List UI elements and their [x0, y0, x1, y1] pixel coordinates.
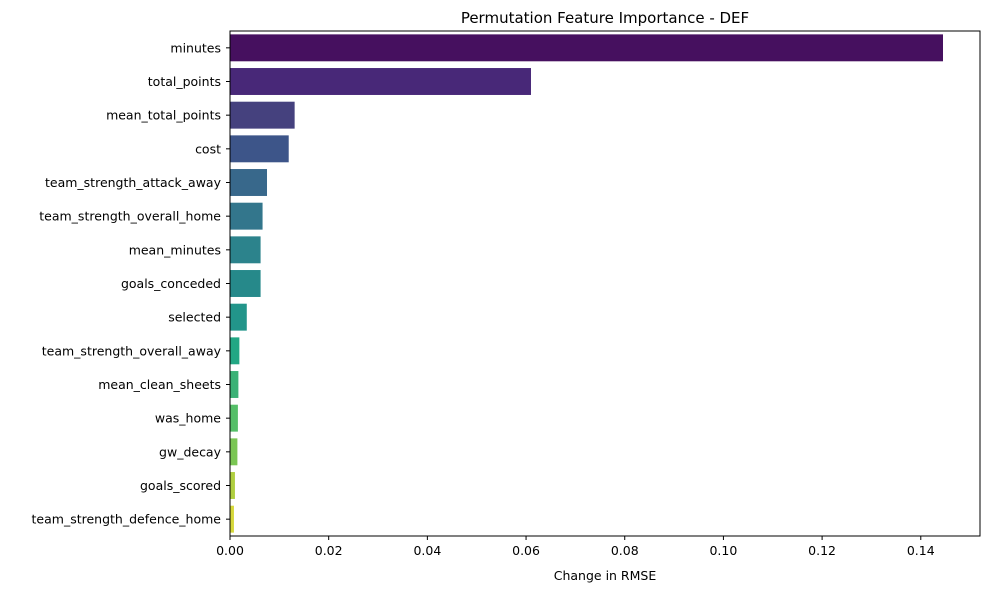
x-tick-label: 0.04 — [413, 543, 441, 558]
y-tick-label: mean_clean_sheets — [98, 377, 221, 392]
y-tick-label: selected — [168, 310, 221, 325]
bar-was-home — [230, 404, 238, 432]
y-tick-label: team_strength_overall_home — [39, 209, 221, 224]
bar-mean-total-points — [230, 101, 295, 129]
x-tick-label: 0.08 — [611, 543, 639, 558]
bar-team-strength-defence-home — [230, 505, 234, 533]
bar-mean-clean-sheets — [230, 371, 239, 398]
y-tick-label: gw_decay — [159, 444, 222, 459]
y-tick-label: mean_minutes — [129, 242, 221, 257]
bar-total-points — [230, 68, 531, 95]
x-tick-label: 0.12 — [808, 543, 836, 558]
x-tick-label: 0.14 — [907, 543, 935, 558]
bar-goals-scored — [230, 472, 235, 499]
plot-frame — [229, 30, 981, 537]
y-tick-label: cost — [195, 141, 221, 156]
y-tick-label: minutes — [170, 40, 221, 55]
bar-cost — [230, 135, 289, 163]
y-tick-label: team_strength_overall_away — [42, 343, 222, 358]
bar-team-strength-overall-away — [230, 337, 240, 365]
bar-team-strength-attack-away — [230, 169, 268, 196]
x-tick-label: 0.02 — [315, 543, 343, 558]
x-tick-label: 0.06 — [512, 543, 540, 558]
y-tick-label: goals_scored — [140, 478, 221, 493]
x-axis-ticks: 0.00 0.02 0.04 0.06 0.08 0.10 0.12 0.14 — [216, 536, 935, 558]
y-axis-ticks: minutes total_points mean_total_pointscost… — [32, 40, 230, 527]
bar-mean-minutes — [230, 236, 261, 264]
y-tick-label: total_points — [148, 74, 221, 89]
bar-selected — [230, 303, 247, 331]
y-tick-label: was_home — [155, 411, 221, 426]
y-tick-label: team_strength_attack_away — [45, 175, 222, 190]
bar-gw-decay — [230, 438, 238, 466]
bar-minutes — [230, 34, 943, 62]
x-axis-label: Change in RMSE — [554, 568, 657, 583]
y-tick-label: goals_conceded — [121, 276, 221, 291]
bar-team-strength-overall-home — [230, 202, 263, 230]
x-tick-label: 0.00 — [216, 543, 244, 558]
x-tick-label: 0.10 — [709, 543, 737, 558]
bars-group — [230, 34, 943, 533]
chart-title: Permutation Feature Importance - DEF — [461, 9, 749, 27]
y-tick-label: team_strength_defence_home — [32, 512, 222, 527]
bar-goals-conceded — [230, 270, 261, 297]
y-tick-label: mean_total_points — [106, 108, 221, 123]
